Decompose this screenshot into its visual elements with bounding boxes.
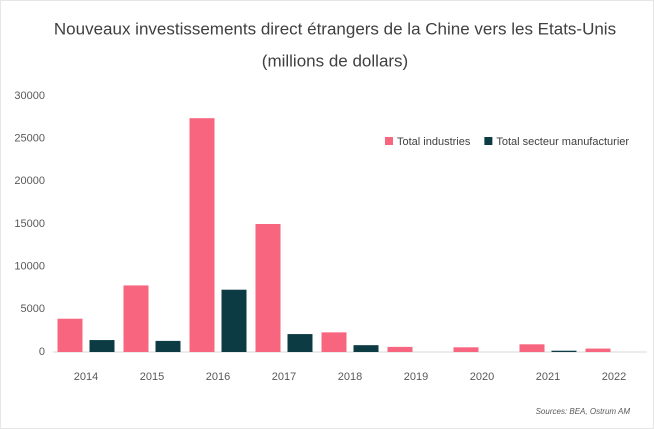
x-tick-label: 2014 (74, 371, 98, 383)
x-tick-label: 2015 (140, 371, 164, 383)
bar (57, 318, 83, 352)
bar (453, 347, 479, 352)
y-tick-label: 25000 (14, 133, 45, 145)
bar (155, 340, 181, 352)
bar (353, 345, 379, 352)
chart-subtitle: (millions de dollars) (262, 51, 408, 70)
legend-swatch (484, 137, 493, 145)
y-tick-label: 30000 (14, 90, 45, 102)
bar (189, 118, 215, 352)
y-tick-label: 10000 (14, 261, 45, 273)
bar (519, 344, 545, 352)
legend-label: Total secteur manufacturier (496, 136, 629, 148)
y-tick-label: 15000 (14, 218, 45, 230)
x-tick-label: 2017 (272, 371, 296, 383)
x-tick-label: 2016 (206, 371, 230, 383)
legend-label: Total industries (397, 136, 471, 148)
bar (123, 285, 149, 352)
y-tick-label: 0 (39, 346, 45, 358)
bar (585, 348, 611, 352)
x-tick-label: 2020 (470, 371, 494, 383)
bar (287, 334, 313, 352)
bar (321, 332, 347, 352)
x-tick-label: 2019 (404, 371, 428, 383)
y-tick-label: 5000 (21, 303, 45, 315)
legend-swatch (385, 137, 393, 145)
bar (387, 346, 413, 352)
x-tick-label: 2022 (602, 371, 626, 383)
x-tick-label: 2021 (536, 371, 560, 383)
source-note: Sources: BEA, Ostrum AM (536, 407, 631, 416)
bar (89, 340, 115, 352)
x-tick-label: 2018 (338, 371, 362, 383)
bar (221, 289, 247, 352)
chart-title: Nouveaux investissements direct étranger… (54, 19, 616, 38)
bar (255, 224, 281, 352)
y-tick-label: 20000 (14, 175, 45, 187)
bar (551, 350, 577, 352)
